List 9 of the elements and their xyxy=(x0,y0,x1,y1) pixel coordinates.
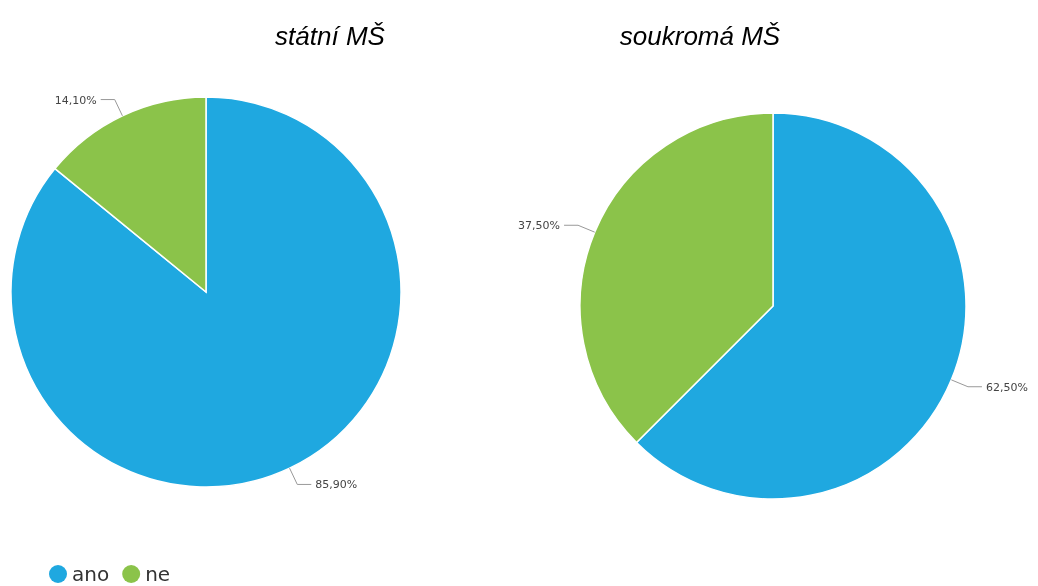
chart-title: soukromá MŠ xyxy=(619,21,781,51)
data-label: 85,90% xyxy=(315,478,358,492)
data-label: 37,50% xyxy=(518,219,561,233)
data-label: 14,10% xyxy=(54,93,97,107)
legend-label: ano xyxy=(72,562,110,586)
chart-title: státní MŠ xyxy=(275,21,386,51)
legend-label: ne xyxy=(145,562,171,586)
data-label: 62,50% xyxy=(985,380,1028,394)
pie-slice xyxy=(10,96,402,488)
